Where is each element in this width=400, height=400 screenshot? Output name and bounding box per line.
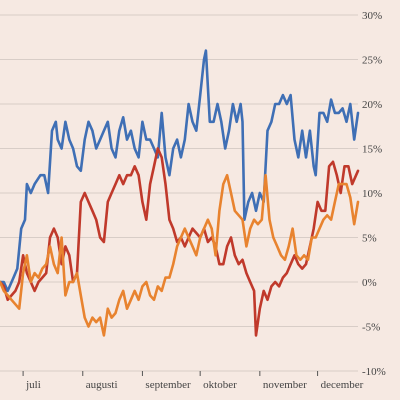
- series-line-3: [0, 173, 360, 337]
- y-tick-label: 10%: [362, 188, 382, 200]
- y-tick-label: 0%: [362, 277, 377, 289]
- y-tick-label: 20%: [362, 99, 382, 111]
- x-tick-label: juli: [25, 379, 41, 391]
- y-tick-label: -10%: [362, 366, 386, 378]
- x-axis: juli augusti september oktober november decem…: [22, 371, 364, 391]
- x-tick-label: november: [263, 379, 307, 391]
- y-tick-label: 25%: [362, 55, 382, 67]
- series-line-1: [0, 49, 360, 293]
- grid-lines: [0, 14, 358, 372]
- series-group: [0, 49, 360, 337]
- y-tick-label: 15%: [362, 144, 382, 156]
- y-axis: -10% -5% 0% 5% 10% 15% 20% 25% 30%: [362, 10, 386, 378]
- y-tick-label: 30%: [362, 10, 382, 22]
- x-tick-label: oktober: [203, 379, 237, 391]
- y-tick-label: 5%: [362, 233, 377, 245]
- x-tick-label: augusti: [86, 379, 118, 391]
- x-tick-label: december: [321, 379, 364, 391]
- y-tick-label: -5%: [362, 322, 380, 334]
- x-tick-label: september: [145, 379, 191, 391]
